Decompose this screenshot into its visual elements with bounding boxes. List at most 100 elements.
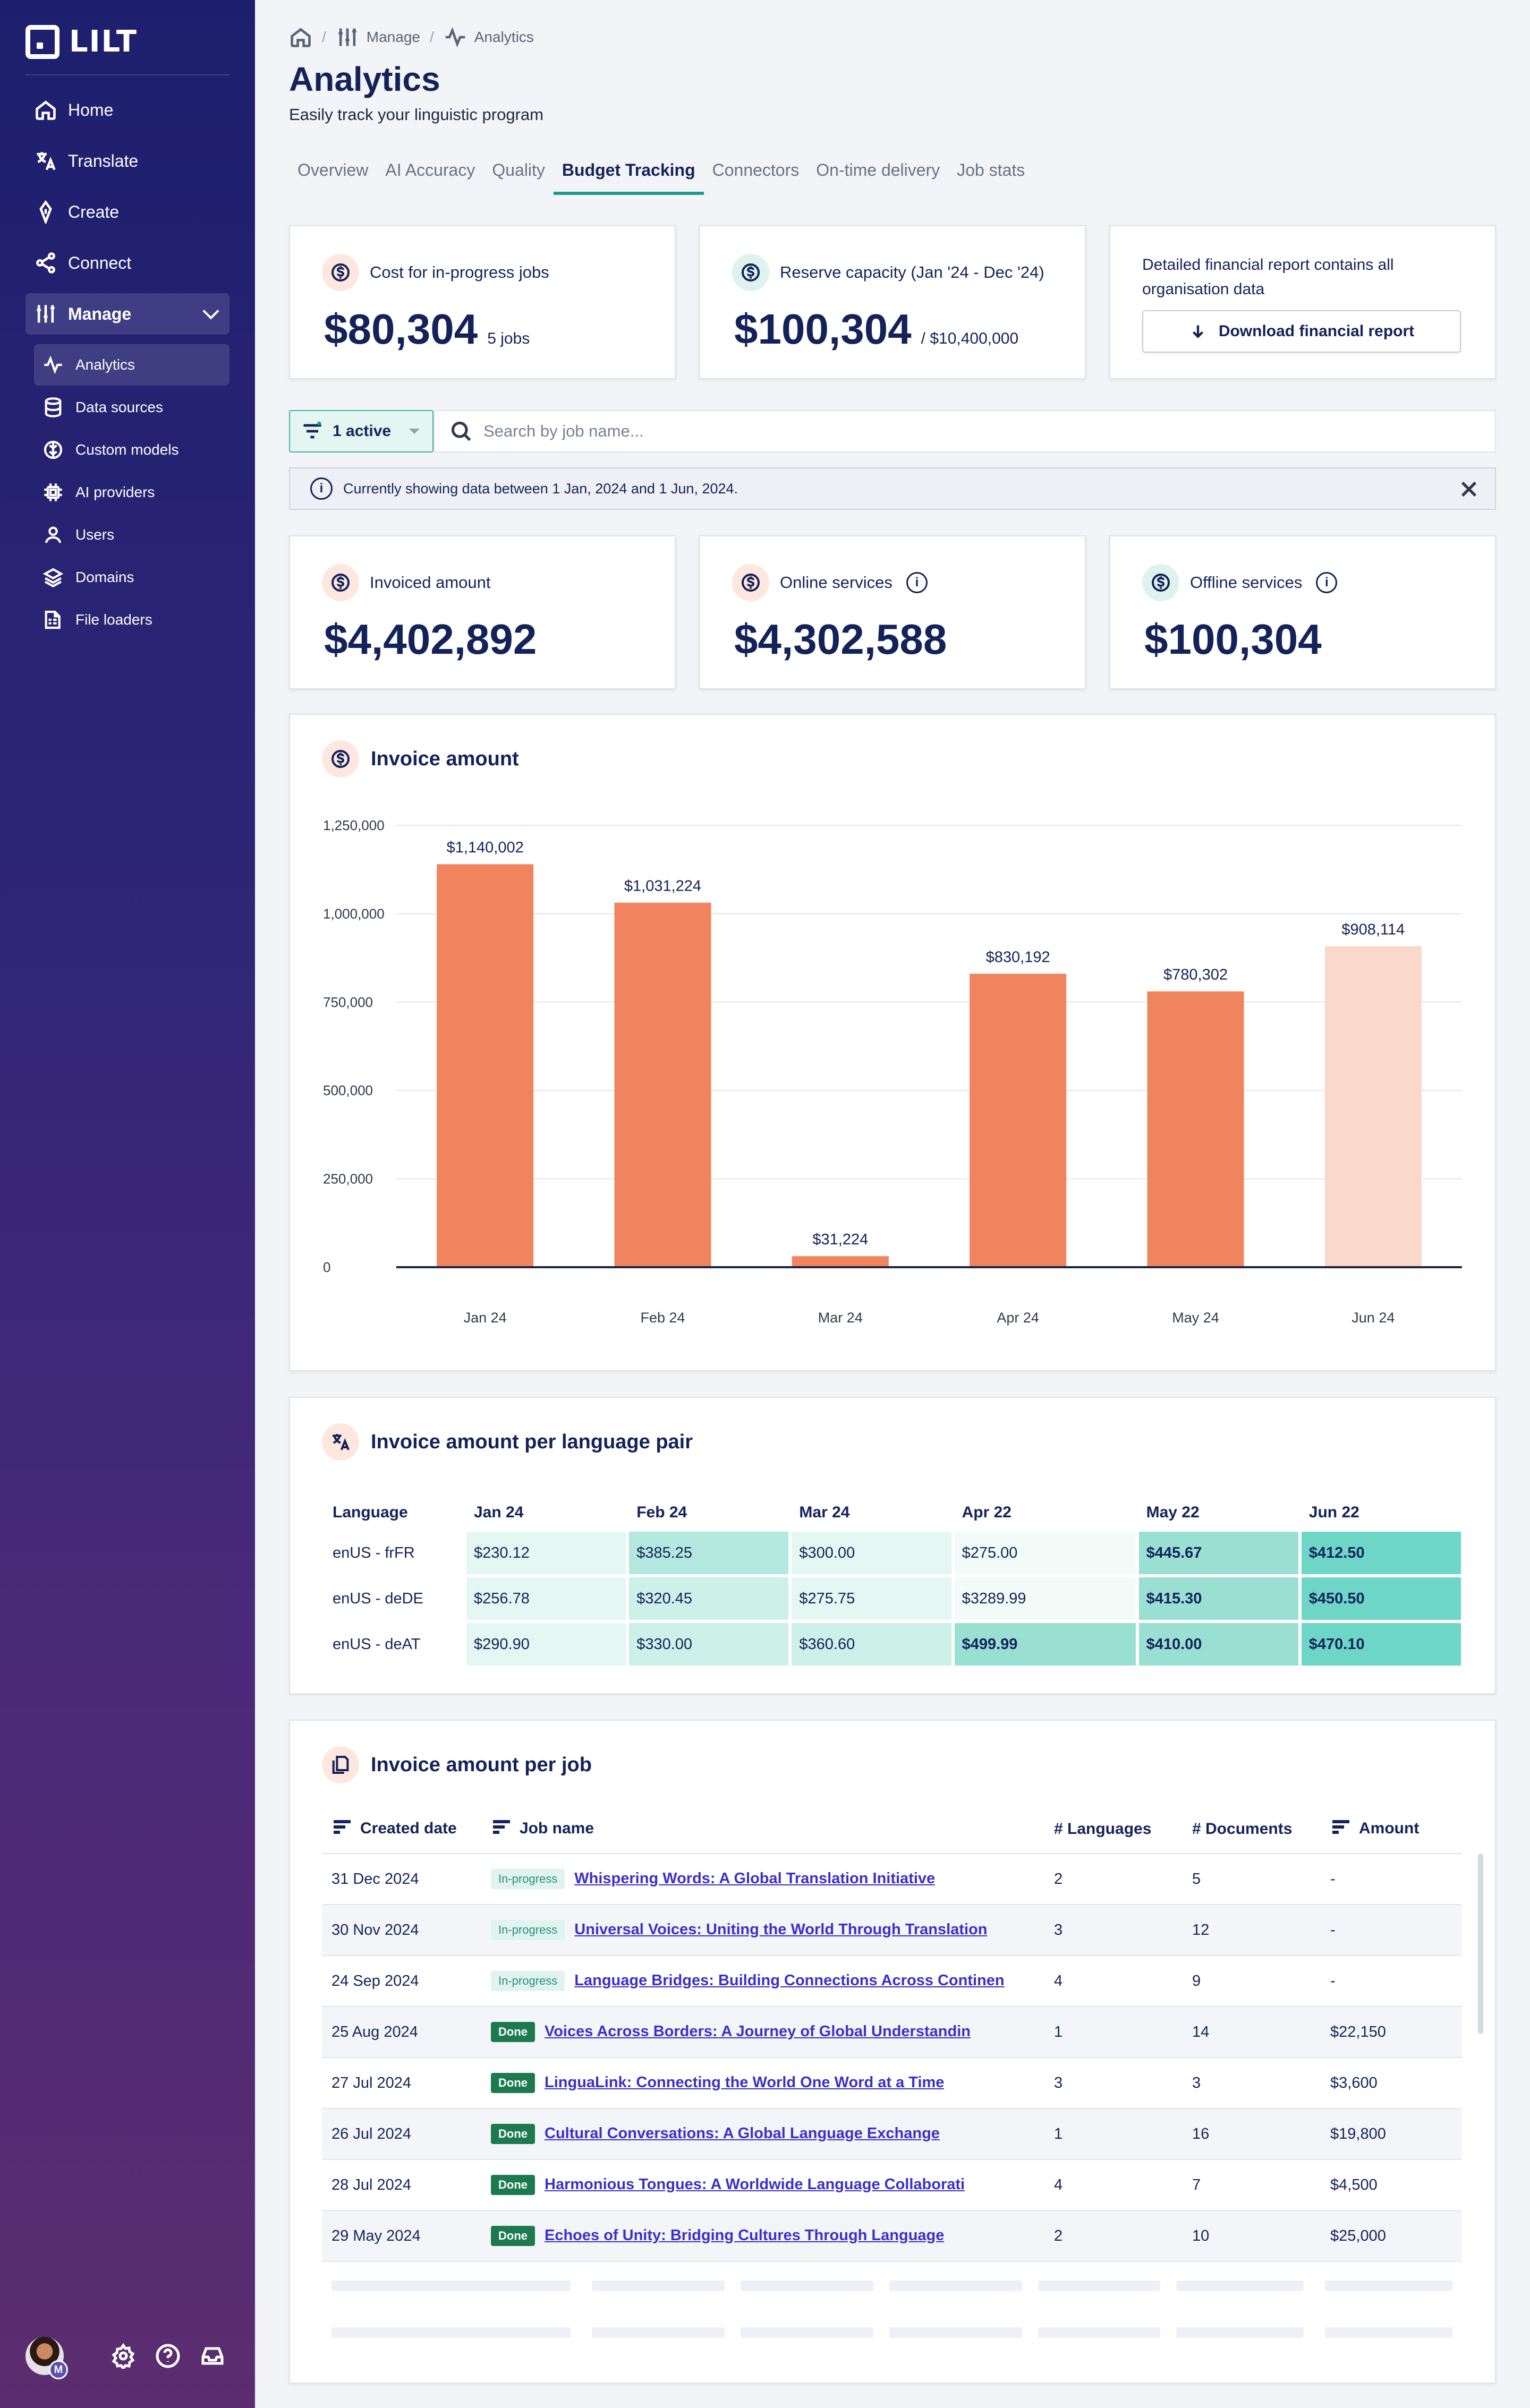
loading-skeleton [889,2327,1022,2338]
sidebar-item-file-loaders[interactable]: File loaders [34,599,230,641]
job-link[interactable]: LinguaLink: Connecting the World One Wor… [545,2073,945,2091]
loading-skeleton [1038,2327,1160,2338]
status-badge: Done [491,2022,535,2042]
sidebar-item-domains[interactable]: Domains [34,557,230,598]
documents-count: 9 [1183,1956,1321,2007]
job-link[interactable]: Cultural Conversations: A Global Languag… [545,2124,940,2142]
loading-skeleton [741,2281,873,2291]
job-link[interactable]: Echoes of Unity: Bridging Cultures Throu… [545,2226,945,2244]
x-tick-label: Jun 24 [1352,1310,1395,1326]
job-link[interactable]: Language Bridges: Building Connections A… [574,1971,1005,1989]
heat-cell: $230.12 [466,1532,626,1574]
heat-cell: $499.99 [954,1623,1136,1666]
lilt-logo[interactable]: LILT [26,24,138,59]
job-link[interactable]: Universal Voices: Uniting the World Thro… [574,1920,988,1938]
nav-connect[interactable]: Connect [26,242,230,284]
chevron-down-icon [202,303,219,320]
heat-cell: $410.00 [1138,1623,1298,1666]
loading-skeleton [1038,2281,1160,2291]
translate-icon [322,1423,359,1461]
close-notice-button[interactable] [1458,478,1480,500]
heat-cell: $300.00 [792,1532,951,1574]
status-badge: Done [491,2073,535,2093]
languages-count: 3 [1044,1905,1183,1956]
job-link[interactable]: Whispering Words: A Global Translation I… [574,1869,936,1887]
card-label: Reserve capacity (Jan '24 - Dec '24) [780,263,1044,281]
tab-budget-tracking[interactable]: Budget Tracking [553,160,704,195]
y-tick-label: 0 [323,1259,330,1275]
col-month: Jun 22 [1308,1504,1359,1521]
section-title: Invoice amount per language pair [371,1430,693,1453]
heat-cell: $450.50 [1301,1577,1461,1620]
header-label: Job name [520,1819,594,1837]
table-row: 27 Jul 2024 Done LinguaLink: Connecting th… [322,2057,1462,2109]
languages-count: 2 [1044,1854,1183,1905]
table-row: 26 Jul 2024 Done Cultural Conversations: A… [322,2108,1462,2160]
table-scrollbar[interactable] [1478,1854,1483,2034]
home-icon[interactable] [289,25,312,49]
col-languages[interactable]: # Languages [1044,1805,1183,1854]
col-amount[interactable]: Amount [1321,1805,1462,1854]
status-badge: In-progress [491,1920,565,1940]
invoice-chart-card: Invoice amount 0 250,000 500,000 750,000 1,0… [289,714,1496,1371]
tab-bar: Overview AI Accuracy Quality Budget Trac… [289,160,1496,195]
nav-translate[interactable]: Translate [26,140,230,182]
col-created-date[interactable]: Created date [322,1805,481,1854]
tab-on-time-delivery[interactable]: On-time delivery [816,160,940,180]
col-job-name[interactable]: Job name [481,1805,1044,1854]
layers-icon [42,568,64,588]
tab-ai-accuracy[interactable]: AI Accuracy [385,160,475,180]
heat-cell: $360.60 [792,1623,951,1666]
languages-count: 1 [1044,2108,1183,2160]
languages-count: 3 [1044,2057,1183,2109]
loading-skeleton [1325,2281,1452,2291]
created-date: 25 Aug 2024 [322,2006,481,2058]
header-label: Created date [360,1819,457,1837]
sidebar-item-users[interactable]: Users [34,514,230,556]
search-input[interactable] [483,422,1440,441]
tab-job-stats[interactable]: Job stats [957,160,1025,180]
sidebar-item-ai-providers[interactable]: AI providers [34,472,230,513]
filter-button[interactable]: 1 active [289,410,434,452]
col-documents[interactable]: # Documents [1183,1805,1321,1854]
download-report-button[interactable]: Download financial report [1142,310,1461,353]
tab-overview[interactable]: Overview [298,160,369,180]
filter-label: 1 active [333,422,392,440]
nav-manage[interactable]: Manage [26,293,230,335]
search-bar [434,410,1496,452]
status-badge: Done [491,2175,535,2195]
info-icon[interactable]: i [1316,572,1338,593]
amount: $25,000 [1321,2210,1462,2262]
sub-label: Users [75,526,115,543]
offline-services-card: Offline services i $100,304 [1109,535,1496,689]
inbox-icon[interactable] [200,2343,225,2369]
avatar[interactable]: M [26,2337,68,2379]
job-link[interactable]: Harmonious Tongues: A Worldwide Language… [545,2175,965,2193]
loading-skeleton [889,2281,1022,2291]
caret-down-icon [409,429,420,434]
header-label: Amount [1359,1819,1420,1837]
nav-create[interactable]: Create [26,191,230,233]
job-name-cell: Done LinguaLink: Connecting the World One… [481,2057,1044,2109]
documents-count: 10 [1183,2210,1321,2262]
sidebar-item-data-sources[interactable]: Data sources [34,387,230,428]
gear-icon[interactable] [110,2343,136,2369]
heat-cell: $275.00 [954,1532,1136,1574]
tab-connectors[interactable]: Connectors [712,160,800,180]
info-icon[interactable]: i [906,572,928,593]
breadcrumb-manage[interactable]: Manage [336,25,420,49]
sort-icon [332,1819,353,1839]
heat-cell: $290.90 [466,1623,626,1666]
sidebar-item-analytics[interactable]: Analytics [34,344,230,386]
job-link[interactable]: Voices Across Borders: A Journey of Glob… [545,2022,971,2040]
header-label: # Languages [1054,1820,1152,1838]
amount: - [1321,1905,1462,1956]
documents-count: 14 [1183,2006,1321,2058]
nav-home[interactable]: Home [26,89,230,131]
help-icon[interactable] [155,2343,181,2369]
job-name-cell: Done Harmonious Tongues: A Worldwide Lang… [481,2159,1044,2211]
tab-quality[interactable]: Quality [492,160,545,180]
heat-cell: $445.67 [1138,1532,1298,1574]
card-value: $100,304 [1144,616,1322,663]
sidebar-item-custom-models[interactable]: Custom models [34,429,230,471]
